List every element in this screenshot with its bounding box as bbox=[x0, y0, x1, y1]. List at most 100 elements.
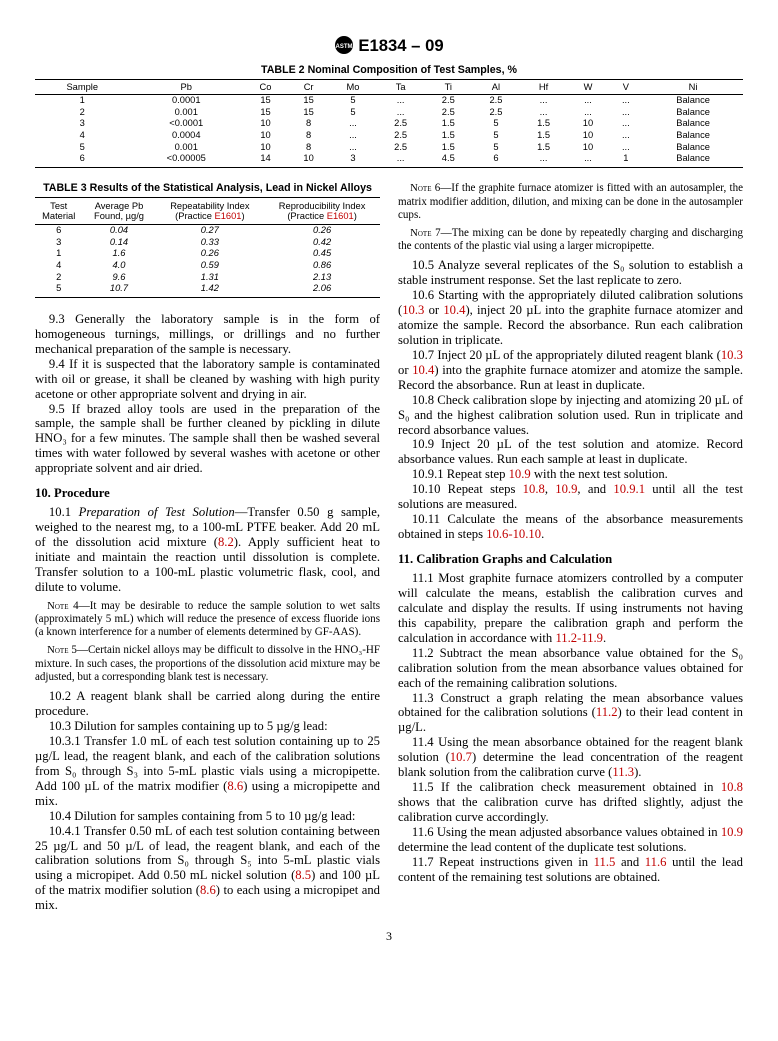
table2-cell: ... bbox=[567, 153, 608, 167]
heading-10: 10. Procedure bbox=[35, 486, 380, 501]
table2-cell: 8 bbox=[288, 118, 329, 130]
ref-10-4: 10.4 bbox=[443, 303, 465, 317]
table2: SamplePbCoCrMoTaTiAlHfWVNi 10.000115155.… bbox=[35, 79, 743, 168]
table2-cell: 10 bbox=[567, 130, 608, 142]
ref-10-4b: 10.4 bbox=[412, 363, 434, 377]
table3-cell: 1.42 bbox=[156, 283, 265, 297]
ref-10-3: 10.3 bbox=[402, 303, 424, 317]
page-number: 3 bbox=[35, 929, 743, 944]
table3-cell: 1.6 bbox=[82, 248, 155, 260]
table2-cell: ... bbox=[520, 95, 568, 107]
table2-cell: 5 bbox=[35, 142, 130, 154]
table2-cell: 1.5 bbox=[424, 118, 472, 130]
table3-cell: 0.86 bbox=[264, 260, 380, 272]
table3-cell: 4.0 bbox=[82, 260, 155, 272]
table2-cell: ... bbox=[609, 130, 644, 142]
ref-10-8b: 10.8 bbox=[721, 780, 743, 794]
table3-cell: 9.6 bbox=[82, 272, 155, 284]
note-5: Note 5—Certain nickel alloys may be diff… bbox=[35, 644, 380, 684]
table2-cell: 10 bbox=[567, 118, 608, 130]
table3-cell: 4 bbox=[35, 260, 82, 272]
table3-cell: 2.06 bbox=[264, 283, 380, 297]
table2-header: Co bbox=[243, 80, 288, 95]
table3-cell: 0.42 bbox=[264, 237, 380, 249]
ref-10-9: 10.9 bbox=[509, 467, 531, 481]
table2-header: V bbox=[609, 80, 644, 95]
table2-cell: 2.5 bbox=[424, 107, 472, 119]
ref-10-9b: 10.9 bbox=[555, 482, 577, 496]
table2-cell: Balance bbox=[643, 153, 743, 167]
table2-cell: ... bbox=[329, 142, 377, 154]
table2-cell: Balance bbox=[643, 107, 743, 119]
table3: Test MaterialAverage Pb Found, µg/gRepea… bbox=[35, 197, 380, 298]
table2-cell: Balance bbox=[643, 130, 743, 142]
ref-10-9c: 10.9 bbox=[721, 825, 743, 839]
table2-cell: Balance bbox=[643, 118, 743, 130]
table2-cell: 2.5 bbox=[472, 107, 520, 119]
table2-cell: 10 bbox=[243, 130, 288, 142]
table2-cell: 4 bbox=[35, 130, 130, 142]
table2-cell: 8 bbox=[288, 130, 329, 142]
note-7: Note 7—The mixing can be done by repeate… bbox=[398, 227, 743, 254]
table2-cell: ... bbox=[377, 95, 425, 107]
table2-cell: ... bbox=[377, 153, 425, 167]
table3-header: Average Pb Found, µg/g bbox=[82, 197, 155, 224]
body-columns: TABLE 3 Results of the Statistical Analy… bbox=[35, 182, 743, 913]
para-10-3-1: 10.3.1 Transfer 1.0 mL of each test solu… bbox=[35, 734, 380, 809]
table3-cell: 2.13 bbox=[264, 272, 380, 284]
table3-cell: 6 bbox=[35, 224, 82, 236]
astm-logo-icon: ASTM bbox=[334, 35, 354, 55]
ref-11-2: 11.2 bbox=[596, 705, 618, 719]
table2-cell: 5 bbox=[472, 142, 520, 154]
table2-cell: 2 bbox=[35, 107, 130, 119]
table3-cell: 0.26 bbox=[264, 224, 380, 236]
para-10-4: 10.4 Dilution for samples containing fro… bbox=[35, 809, 380, 824]
para-10-2: 10.2 A reagent blank shall be carried al… bbox=[35, 689, 380, 719]
table2-cell: 8 bbox=[288, 142, 329, 154]
standard-id: E1834 – 09 bbox=[358, 36, 443, 55]
para-10-5: 10.5 Analyze several replicates of the S… bbox=[398, 258, 743, 288]
heading-11: 11. Calibration Graphs and Calculation bbox=[398, 552, 743, 567]
ref-10-7: 10.7 bbox=[450, 750, 472, 764]
ref-10-8: 10.8 bbox=[523, 482, 545, 496]
table3-cell: 5 bbox=[35, 283, 82, 297]
table2-cell: 3 bbox=[35, 118, 130, 130]
table2-header: W bbox=[567, 80, 608, 95]
table2-cell: 1.5 bbox=[424, 130, 472, 142]
table2-cell: 0.001 bbox=[130, 107, 243, 119]
table2-cell: ... bbox=[567, 107, 608, 119]
para-9-4: 9.4 If it is suspected that the laborato… bbox=[35, 357, 380, 402]
table2-cell: 1.5 bbox=[520, 130, 568, 142]
table2-cell: 15 bbox=[288, 95, 329, 107]
para-10-11: 10.11 Calculate the means of the absorba… bbox=[398, 512, 743, 542]
table2-header: Sample bbox=[35, 80, 130, 95]
table2-header: Hf bbox=[520, 80, 568, 95]
table2-cell: 4.5 bbox=[424, 153, 472, 167]
table2-header: Al bbox=[472, 80, 520, 95]
table2-cell: ... bbox=[609, 118, 644, 130]
svg-text:ASTM: ASTM bbox=[336, 44, 353, 50]
table2-header: Ti bbox=[424, 80, 472, 95]
para-11-4: 11.4 Using the mean absorbance obtained … bbox=[398, 735, 743, 780]
ref-10-9-1: 10.9.1 bbox=[613, 482, 645, 496]
table3-caption: TABLE 3 Results of the Statistical Analy… bbox=[35, 182, 380, 194]
table2-header: Cr bbox=[288, 80, 329, 95]
table2-cell: Balance bbox=[643, 95, 743, 107]
table2-cell: 5 bbox=[472, 130, 520, 142]
table2-cell: 10 bbox=[288, 153, 329, 167]
table2-cell: ... bbox=[329, 130, 377, 142]
table2-cell: 10 bbox=[243, 118, 288, 130]
para-11-5: 11.5 If the calibration check measuremen… bbox=[398, 780, 743, 825]
table2-header: Pb bbox=[130, 80, 243, 95]
table2-cell: 2.5 bbox=[472, 95, 520, 107]
table2-cell: 2.5 bbox=[424, 95, 472, 107]
para-10-9: 10.9 Inject 20 µL of the test solution a… bbox=[398, 437, 743, 467]
para-11-7: 11.7 Repeat instructions given in 11.5 a… bbox=[398, 855, 743, 885]
table2-cell: ... bbox=[377, 107, 425, 119]
ref-11-6: 11.6 bbox=[645, 855, 667, 869]
table2-cell: ... bbox=[520, 107, 568, 119]
table2-cell: ... bbox=[567, 95, 608, 107]
table3-cell: 1 bbox=[35, 248, 82, 260]
table2-cell: <0.00005 bbox=[130, 153, 243, 167]
table2-cell: Balance bbox=[643, 142, 743, 154]
